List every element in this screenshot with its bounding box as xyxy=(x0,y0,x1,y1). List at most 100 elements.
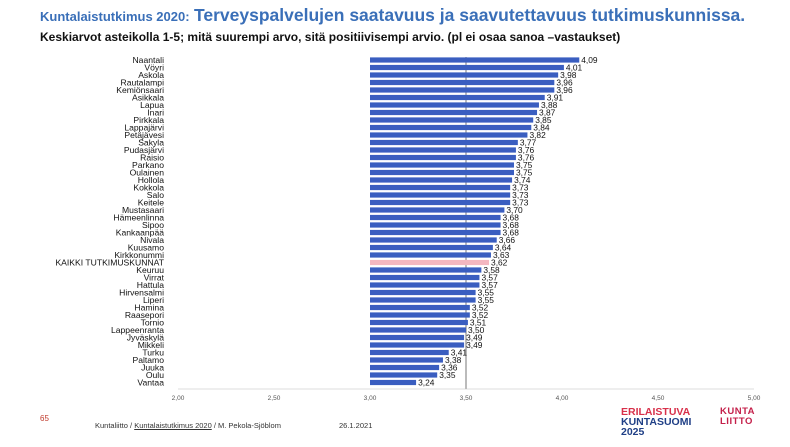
data-label: 3,68 xyxy=(503,212,520,222)
bar xyxy=(370,64,564,71)
category-label: Oulainen xyxy=(130,167,165,177)
bar xyxy=(370,274,480,281)
data-label: 3,38 xyxy=(445,355,462,365)
x-tick-label: 2,50 xyxy=(268,395,281,402)
data-label: 3,70 xyxy=(506,205,523,215)
category-label: Hollola xyxy=(138,175,164,185)
category-label: Petäjävesi xyxy=(124,130,164,140)
data-label: 3,82 xyxy=(529,130,546,140)
bar xyxy=(370,229,501,236)
bar xyxy=(370,304,470,311)
category-label: Tornio xyxy=(141,317,165,327)
bar xyxy=(370,214,501,221)
category-label: Raasepori xyxy=(125,310,164,320)
bar xyxy=(370,117,534,123)
category-label: Pirkkala xyxy=(133,115,164,125)
bar xyxy=(370,282,480,288)
data-label: 4,09 xyxy=(581,55,598,65)
title-prefix: Kuntalaistutkimus 2020: xyxy=(40,9,190,24)
footer-credits: Kuntaliitto / Kuntalaistutkimus 2020 / M… xyxy=(95,421,281,430)
data-label: 3,84 xyxy=(533,122,550,132)
x-tick-label: 3,00 xyxy=(364,395,377,402)
bar xyxy=(370,109,538,116)
kuntaliitto-logo: KUNTA LIITTO xyxy=(720,407,770,427)
kuntaliitto-logo-line-1: KUNTA xyxy=(720,406,756,417)
x-tick-label: 4,50 xyxy=(652,395,665,402)
category-label: Parkano xyxy=(132,160,164,170)
bar xyxy=(370,237,497,243)
data-label: 3,49 xyxy=(466,340,483,350)
data-label: 3,55 xyxy=(478,287,495,297)
x-tick-label: 2,00 xyxy=(172,395,185,402)
data-label: 3,41 xyxy=(451,347,468,357)
page-number: 65 xyxy=(40,414,49,423)
data-label: 3,68 xyxy=(503,220,520,230)
category-label: Hirvensalmi xyxy=(119,287,164,297)
data-label: 3,73 xyxy=(512,190,529,200)
category-label: Keuruu xyxy=(136,265,164,275)
bar xyxy=(370,252,491,258)
data-label: 3,35 xyxy=(439,370,456,380)
data-label: 3,96 xyxy=(556,77,573,87)
data-label: 3,68 xyxy=(503,227,520,237)
bar xyxy=(370,207,505,213)
data-label: 3,36 xyxy=(441,362,458,372)
category-label: Raisio xyxy=(140,152,164,162)
footer-link[interactable]: Kuntalaistutkimus 2020 xyxy=(134,421,212,430)
category-label: Kirkkonummi xyxy=(114,250,164,260)
erilaistuva-kuntasuomi-logo: ERILAISTUVA KUNTASUOMI 2025 xyxy=(621,407,693,438)
category-label: Jyväskylä xyxy=(127,332,164,342)
x-tick-label: 3,50 xyxy=(460,395,473,402)
category-label: Kankaanpää xyxy=(116,227,164,237)
bar xyxy=(370,372,438,378)
data-label: 3,85 xyxy=(535,115,552,125)
bar xyxy=(370,319,468,326)
category-label: Lapua xyxy=(140,100,164,110)
bar xyxy=(370,162,514,168)
bar xyxy=(370,349,449,356)
data-label: 3,57 xyxy=(481,280,498,290)
logo-line-2: KUNTASUOMI xyxy=(621,416,692,428)
data-label: 3,88 xyxy=(541,100,558,110)
data-label: 3,74 xyxy=(514,175,531,185)
slide-subtitle: Keskiarvot asteikolla 1-5; mitä suurempi… xyxy=(40,30,621,44)
category-label: Oulu xyxy=(146,370,164,380)
bar xyxy=(370,327,466,333)
data-label: 3,91 xyxy=(547,92,564,102)
bar xyxy=(370,57,580,63)
footer-org: Kuntaliitto xyxy=(95,421,128,430)
bar xyxy=(370,87,555,93)
category-label: Kuusamo xyxy=(128,242,165,252)
bar xyxy=(370,364,440,371)
category-label: Kemiönsaari xyxy=(116,85,164,95)
data-label: 3,96 xyxy=(556,85,573,95)
x-tick-label: 4,00 xyxy=(556,395,569,402)
category-label: Askola xyxy=(138,70,164,80)
bar xyxy=(370,192,511,198)
data-label: 3,24 xyxy=(418,377,435,387)
data-label: 3,73 xyxy=(512,182,529,192)
category-label: KAIKKI TUTKIMUSKUNNAT xyxy=(55,257,164,267)
bar xyxy=(370,184,511,191)
bar xyxy=(370,199,511,206)
bar xyxy=(370,244,493,251)
data-label: 3,62 xyxy=(491,257,508,267)
bar xyxy=(370,342,465,348)
bar xyxy=(370,169,514,176)
data-label: 3,58 xyxy=(483,265,500,275)
bar xyxy=(370,79,555,86)
category-label: Paltamo xyxy=(132,355,164,365)
data-label: 3,66 xyxy=(499,235,516,245)
bar xyxy=(370,259,490,266)
bar xyxy=(370,139,518,146)
kuntaliitto-logo-line-2: LIITTO xyxy=(720,416,753,427)
bar xyxy=(370,334,465,341)
category-label: Lappeenranta xyxy=(111,325,164,335)
bar xyxy=(370,154,516,161)
category-label: Mustasaari xyxy=(122,205,164,215)
data-label: 3,50 xyxy=(468,325,485,335)
category-label: Sakyla xyxy=(138,137,164,147)
bar xyxy=(370,267,482,273)
data-label: 4,01 xyxy=(566,62,583,72)
category-label: Hämeenlinna xyxy=(113,212,164,222)
